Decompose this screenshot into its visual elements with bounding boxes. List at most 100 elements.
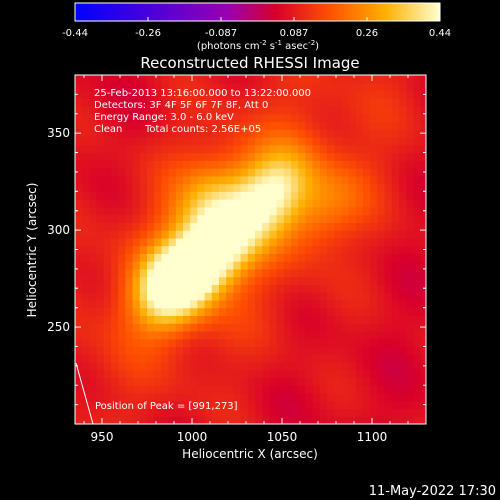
heatmap-cell	[75, 408, 83, 417]
heatmap-cell	[298, 90, 306, 99]
heatmap-cell	[384, 268, 393, 278]
heatmap-cell	[319, 106, 328, 115]
heatmap-cell	[341, 121, 350, 130]
heatmap-cell	[147, 237, 155, 247]
heatmap-cell	[298, 338, 306, 348]
heatmap-cell	[305, 284, 314, 293]
heatmap-cell	[291, 284, 299, 293]
heatmap-cell	[370, 98, 378, 107]
heatmap-cell	[291, 113, 299, 123]
heatmap-cell	[305, 98, 314, 107]
heatmap-cell	[262, 369, 270, 379]
heatmap-cell	[384, 338, 393, 348]
heatmap-cell	[262, 330, 270, 340]
heatmap-cell	[255, 230, 263, 239]
annotation-method: Clean	[94, 124, 122, 135]
heatmap-cell	[370, 307, 378, 317]
heatmap-cell	[197, 191, 206, 200]
heatmap-cell	[255, 160, 263, 169]
heatmap-cell	[283, 292, 292, 301]
heatmap-cell	[247, 144, 256, 154]
heatmap-cell	[190, 276, 198, 285]
heatmap-cell	[219, 315, 227, 324]
heatmap-cell	[276, 175, 285, 185]
heatmap-cell	[111, 113, 119, 123]
heatmap-cell	[355, 354, 364, 363]
heatmap-cell	[161, 129, 170, 138]
heatmap-cell	[363, 222, 371, 231]
heatmap-cell	[190, 152, 198, 161]
heatmap-cell	[276, 214, 285, 223]
heatmap-cell	[406, 237, 414, 247]
heatmap-cell	[262, 276, 270, 285]
colorbar-ticks	[74, 17, 441, 21]
heatmap-cell	[190, 175, 198, 185]
heatmap-cell	[420, 385, 426, 394]
heatmap-cell	[118, 392, 126, 402]
heatmap-cell	[327, 206, 335, 216]
heatmap-cell	[111, 253, 119, 262]
heatmap-cell	[406, 245, 414, 254]
heatmap-cell	[168, 152, 177, 161]
heatmap-cell	[334, 392, 342, 402]
heatmap-cell	[377, 199, 386, 208]
heatmap-cell	[420, 160, 426, 169]
heatmap-cell	[363, 346, 371, 355]
heatmap-cell	[305, 369, 314, 379]
heatmap-cell	[319, 268, 328, 278]
heatmap-cell	[406, 338, 414, 348]
heatmap-cell	[154, 261, 162, 270]
heatmap-cell	[219, 369, 227, 379]
heatmap-cell	[355, 160, 364, 169]
heatmap-cell	[363, 292, 371, 301]
heatmap-cell	[204, 416, 213, 424]
heatmap-cell	[348, 137, 357, 146]
heatmap-cell	[211, 237, 220, 247]
heatmap-cell	[327, 144, 335, 154]
heatmap-cell	[103, 385, 112, 394]
heatmap-cell	[175, 230, 184, 239]
heatmap-cell	[276, 98, 285, 107]
heatmap-cell	[283, 129, 292, 138]
heatmap-cell	[341, 408, 350, 417]
heatmap-cell	[103, 121, 112, 130]
colorbar-unit-label: (photons cm-2 s-1 asec-2)	[197, 39, 319, 52]
heatmap-cell	[82, 152, 90, 161]
heatmap-cell	[183, 152, 191, 161]
heatmap-cell	[305, 392, 314, 402]
heatmap-cell	[363, 206, 371, 216]
heatmap-cell	[175, 392, 184, 402]
heatmap-cell	[132, 361, 141, 371]
heatmap-cell	[103, 113, 112, 123]
heatmap-cell	[82, 299, 90, 309]
heatmap-cell	[247, 175, 256, 185]
heatmap-cell	[413, 392, 422, 402]
heatmap-cell	[377, 276, 386, 285]
heatmap-cell	[190, 137, 198, 146]
heatmap-cell	[103, 361, 112, 371]
heatmap-cell	[355, 106, 364, 115]
heatmap-cell	[82, 82, 90, 92]
heatmap-cell	[82, 113, 90, 123]
heatmap-cell	[327, 214, 335, 223]
heatmap-cell	[161, 284, 170, 293]
heatmap-cell	[111, 416, 119, 424]
heatmap-cell	[341, 230, 350, 239]
heatmap-cell	[312, 199, 321, 208]
heatmap-cell	[247, 284, 256, 293]
heatmap-cell	[283, 183, 292, 192]
heatmap-cell	[291, 392, 299, 402]
heatmap-cell	[384, 392, 393, 402]
heatmap-cell	[283, 245, 292, 254]
heatmap-cell	[377, 338, 386, 348]
heatmap-cell	[413, 230, 422, 239]
heatmap-cell	[391, 75, 400, 84]
heatmap-cell	[312, 144, 321, 154]
heatmap-cell	[348, 299, 357, 309]
heatmap-cell	[89, 90, 98, 99]
heatmap-cell	[391, 113, 400, 123]
heatmap-cell	[291, 245, 299, 254]
heatmap-cell	[420, 307, 426, 317]
heatmap-cell	[82, 369, 90, 379]
heatmap-cell	[348, 377, 357, 386]
